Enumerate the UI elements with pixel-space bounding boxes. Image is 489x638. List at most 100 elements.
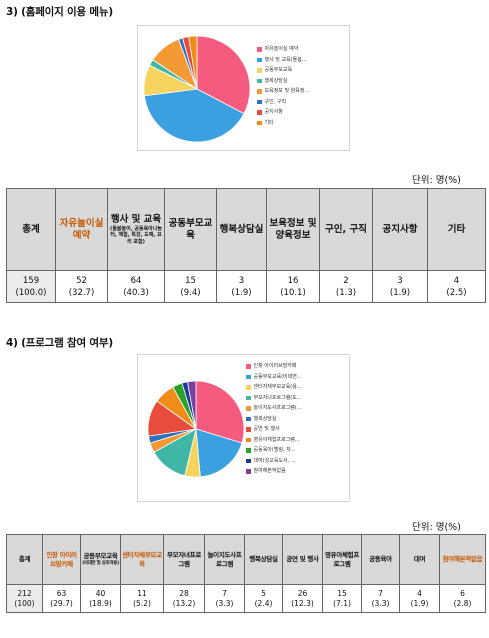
legend-label: 대여(성교육도서, ...	[253, 457, 296, 464]
count-value: 4	[453, 275, 460, 286]
legend-swatch	[246, 395, 251, 400]
value-cell: 63 (29.7)	[42, 584, 81, 613]
header-cell: 기타	[427, 188, 486, 271]
unit-label: 단위: 명(%)	[412, 175, 461, 186]
legend-label: 보육정보 및 양육정...	[264, 88, 310, 94]
value-cell: 2 (1.3)	[319, 270, 373, 303]
legend-item: 센터자체부모교육(용...	[246, 382, 302, 393]
header-cell: 행복상담실	[244, 534, 283, 585]
value-cell: 7 (3.3)	[361, 584, 400, 613]
header-cell: 공동부모교육	[164, 188, 217, 271]
count-value: 11	[137, 588, 147, 598]
pie-chart-program-participation: 인창 아이러브맘카페 공동부모교육(비대면... 센터자체부모교육(용... 부모자녀…	[137, 354, 350, 502]
legend-swatch	[246, 469, 251, 474]
count-value: 15	[337, 588, 347, 598]
count-value: 64	[130, 275, 142, 286]
legend-swatch	[246, 416, 251, 421]
legend-label: 참여해본적없음	[253, 468, 286, 474]
legend-item: 공지사항	[257, 107, 309, 118]
count-value: 3	[238, 275, 245, 286]
legend-label: 자유놀이실 예약	[264, 46, 299, 52]
legend-item: 공동부모교육(비대면...	[246, 372, 302, 383]
count-value: 4	[417, 588, 422, 598]
percent-value: (29.7)	[50, 598, 73, 608]
total-cell: 212 (100)	[6, 584, 43, 613]
header-cell: 보육정보 및 양육정보	[266, 188, 320, 271]
header-text: 행복상담실	[249, 555, 278, 563]
percent-value: (12.3)	[291, 598, 314, 608]
header-cell: 부모자녀프로그램	[163, 534, 205, 585]
legend-swatch	[246, 458, 251, 463]
count-value: 7	[222, 588, 227, 598]
legend-swatch	[257, 110, 262, 115]
header-text: 공연 및 행사	[286, 555, 319, 563]
section-title: 3) (홈페이지 이용 메뉴)	[6, 6, 113, 18]
percent-value: (2.4)	[254, 598, 273, 608]
count-value: 7	[378, 588, 383, 598]
pie-chart-homepage-menu: 자유놀이실 예약 행사 및 교육(돌봄... 공동부모교육 행복상담실 보육정보 및 양…	[137, 25, 350, 151]
legend-item: 대여(성교육도서, ...	[246, 456, 302, 467]
legend-swatch	[257, 68, 262, 73]
percent-value: (100)	[14, 598, 35, 608]
pie-slice	[195, 380, 245, 444]
header-text: 대여	[413, 555, 426, 563]
count-value: 159	[22, 275, 40, 286]
count-value: 15	[185, 275, 196, 286]
header-text: 행사 및 교육	[110, 213, 162, 225]
value-cell: 26 (12.3)	[282, 584, 323, 613]
header-note: (돌봄놀이, 공동육아나눔터, 체험, 특강, 도예, 요리 포함)	[110, 225, 162, 245]
program-participation-table: 총계 인창 아이러브맘카페 공동부모교육 (비대면 및 상호작용) 센터자체부모교육 부모…	[6, 534, 486, 613]
count-value: 52	[76, 275, 87, 286]
chart-legend: 인창 아이러브맘카페 공동부모교육(비대면... 센터자체부모교육(용... 부모자녀…	[246, 361, 302, 477]
legend-swatch	[246, 406, 251, 411]
legend-label: 행복상담실	[253, 415, 277, 422]
header-text: 인창 아이러브맘카페	[46, 550, 77, 568]
section-title: 4) (프로그램 참여 여부)	[6, 337, 113, 349]
legend-label: 센터자체부모교육(용...	[253, 384, 302, 390]
legend-swatch	[257, 78, 262, 83]
legend-swatch	[246, 364, 251, 369]
header-text: 센터자체부모교육	[122, 550, 162, 568]
pie-svg	[147, 380, 245, 478]
legend-swatch	[246, 427, 251, 432]
percent-value: (7.1)	[333, 598, 351, 608]
value-cell: 28 (13.2)	[163, 584, 205, 613]
count-value: 3	[397, 275, 403, 286]
legend-item: 구인, 구직	[257, 97, 309, 108]
percent-value: (3.3)	[215, 598, 234, 608]
legend-label: 공동부모교육	[264, 67, 293, 73]
header-cell: 행사 및 교육 (돌봄놀이, 공동육아나눔터, 체험, 특강, 도예, 요리 포함…	[107, 188, 165, 271]
value-cell: 64 (40.3)	[107, 270, 165, 303]
value-cell: 16 (10.1)	[266, 270, 320, 303]
header-text: 부모자녀프로그램	[166, 550, 202, 568]
percent-value: (10.1)	[280, 287, 306, 298]
count-value: 5	[261, 588, 266, 598]
count-value: 26	[297, 588, 308, 598]
legend-item: 놀이지도사프로그램(...	[246, 403, 302, 414]
value-cell: 40 (18.9)	[80, 584, 121, 613]
header-cell: 센터자체부모교육	[120, 534, 164, 585]
value-cell: 7 (3.3)	[204, 584, 245, 613]
percent-value: (1.9)	[231, 287, 252, 298]
header-cell: 행복상담실	[216, 188, 267, 271]
value-cell: 4 (1.9)	[399, 584, 440, 613]
value-cell: 11 (5.2)	[120, 584, 164, 613]
header-text: 참여해본적없음	[442, 555, 483, 563]
legend-item: 기타	[257, 118, 309, 129]
percent-value: (1.9)	[389, 287, 411, 298]
header-cell: 구인, 구직	[319, 188, 373, 271]
legend-item: 행복상담실	[257, 76, 309, 87]
legend-label: 기타	[264, 119, 274, 126]
header-text: 놀이지도사프로그램	[207, 550, 242, 568]
count-value: 40	[95, 588, 106, 598]
percent-value: (2.8)	[453, 598, 472, 608]
legend-item: 영유아체험프로그램...	[246, 435, 302, 446]
percent-value: (5.2)	[133, 598, 151, 608]
header-cell: 총계	[6, 534, 43, 585]
table-row: 212 (100) 63 (29.7) 40 (18.9) 11 (5.2) 28 (13.2) 7…	[6, 584, 486, 613]
count-value: 6	[460, 588, 465, 598]
header-text: 자유놀이실 예약	[59, 217, 104, 241]
pie-slice	[195, 428, 243, 478]
header-cell: 자유놀이실 예약	[55, 188, 108, 271]
pie-slice	[196, 35, 251, 115]
